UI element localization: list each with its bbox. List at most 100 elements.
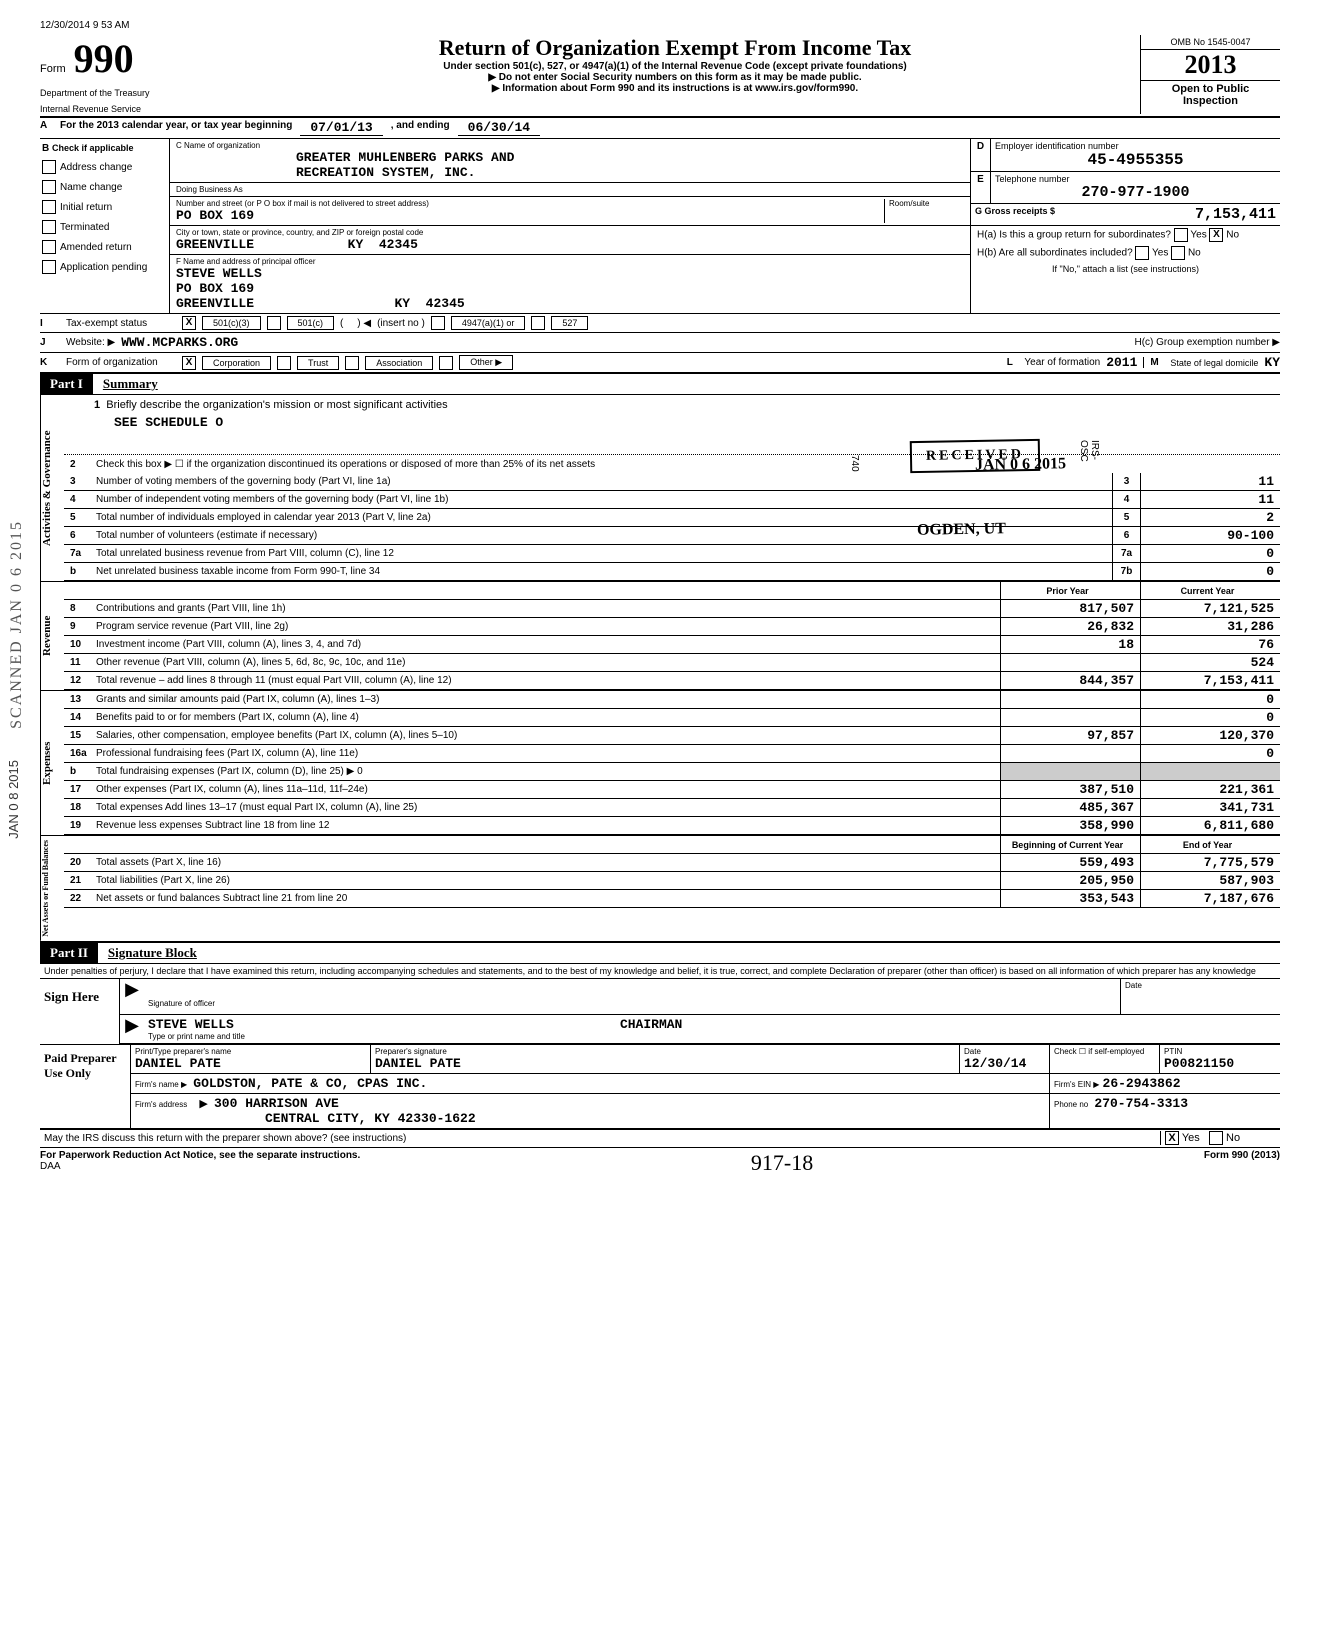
h-note: If "No," attach a list (see instructions… <box>971 262 1280 276</box>
addr-label: Number and street (or P O box if mail is… <box>176 199 884 208</box>
line-1-value: SEE SCHEDULE O <box>114 415 1250 430</box>
firm-name: GOLDSTON, PATE & CO, CPAS INC. <box>193 1076 427 1091</box>
opt-assoc: Association <box>365 356 433 370</box>
chk-application-pending[interactable]: Application pending <box>42 260 167 274</box>
table-row: 14Benefits paid to or for members (Part … <box>64 709 1280 727</box>
tax-year: 2013 <box>1141 50 1280 80</box>
prior-value <box>1000 763 1140 780</box>
chk-501c3[interactable]: X <box>182 316 196 330</box>
line-text: Professional fundraising fees (Part IX, … <box>92 747 1000 760</box>
chk-label: Amended return <box>60 242 132 253</box>
prior-value <box>1000 745 1140 762</box>
table-row: 10Investment income (Part VIII, column (… <box>64 636 1280 654</box>
may-yes-checked[interactable]: X <box>1165 1131 1179 1145</box>
line-7b-value: 0 <box>1140 563 1280 580</box>
officer-zip: 42345 <box>426 296 465 311</box>
part-1-header: Part I Summary <box>40 372 1280 395</box>
year-form-label: Year of formation <box>1024 357 1100 368</box>
chk-label: Application pending <box>60 262 147 273</box>
prep-name: DANIEL PATE <box>135 1056 366 1071</box>
prior-value <box>1000 709 1140 726</box>
table-row: 22Net assets or fund balances Subtract l… <box>64 890 1280 908</box>
may-yes: Yes <box>1182 1132 1200 1144</box>
h-b-text: H(b) Are all subordinates included? <box>977 248 1133 259</box>
date-stamp-left: JAN 0 8 2015 <box>6 760 21 839</box>
line-text: Investment income (Part VIII, column (A)… <box>92 638 1000 651</box>
chk-amended[interactable]: Amended return <box>42 240 167 254</box>
handwritten-note: 917-18 <box>751 1150 813 1176</box>
row-k: K Form of organization X Corporation Tru… <box>40 353 1280 372</box>
current-value: 7,153,411 <box>1140 672 1280 689</box>
table-row: 19Revenue less expenses Subtract line 18… <box>64 817 1280 835</box>
chk-address-change[interactable]: Address change <box>42 160 167 174</box>
chk-label: Terminated <box>60 222 109 233</box>
line-7a-value: 0 <box>1140 545 1280 562</box>
prior-value: 353,543 <box>1000 890 1140 907</box>
h-a-no-checked[interactable]: X <box>1209 228 1223 242</box>
dept-irs: Internal Revenue Service <box>40 104 210 114</box>
line-5-value: 2 <box>1140 509 1280 526</box>
table-row: 11Other revenue (Part VIII, column (A), … <box>64 654 1280 672</box>
firm-ein: 26-2943862 <box>1103 1076 1181 1091</box>
table-row: 15Salaries, other compensation, employee… <box>64 727 1280 745</box>
opt-trust: Trust <box>297 356 339 370</box>
prior-value: 205,950 <box>1000 872 1140 889</box>
exp-section: Expenses 13Grants and similar amounts pa… <box>40 690 1280 835</box>
chk-terminated[interactable]: Terminated <box>42 220 167 234</box>
sig-title: CHAIRMAN <box>620 1017 682 1032</box>
rev-section: Revenue Prior YearCurrent Year 8Contribu… <box>40 581 1280 690</box>
sig-name: STEVE WELLS <box>148 1017 234 1032</box>
line-1-text: Briefly describe the organization's miss… <box>106 399 447 411</box>
prior-value: 97,857 <box>1000 727 1140 744</box>
current-value: 76 <box>1140 636 1280 653</box>
h-a-text: H(a) Is this a group return for subordin… <box>977 230 1171 241</box>
firm-name-label: Firm's name ▶ <box>135 1080 187 1089</box>
col-c: C Name of organization GREATER MUHLENBER… <box>170 139 970 313</box>
open-public-1: Open to Public <box>1143 83 1278 95</box>
org-name-2: RECREATION SYSTEM, INC. <box>176 165 964 180</box>
table-row: 18Total expenses Add lines 13–17 (must e… <box>64 799 1280 817</box>
chk-label: Name change <box>60 182 122 193</box>
col-b: B Check if applicable Address change Nam… <box>40 139 170 313</box>
paperwork-notice: For Paperwork Reduction Act Notice, see … <box>40 1150 360 1161</box>
current-value <box>1140 763 1280 780</box>
rev-side-label: Revenue <box>40 582 64 690</box>
ogden-stamp: OGDEN, UT <box>903 514 1020 546</box>
sign-here-label: Sign Here <box>40 979 120 1044</box>
current-value: 0 <box>1140 709 1280 726</box>
table-row: 9Program service revenue (Part VIII, lin… <box>64 618 1280 636</box>
opt-corp: Corporation <box>202 356 271 370</box>
org-zip: 42345 <box>379 237 418 252</box>
net-section: Net Assets or Fund Balances Beginning of… <box>40 835 1280 941</box>
form-title: Return of Organization Exempt From Incom… <box>210 35 1140 61</box>
prior-value: 26,832 <box>1000 618 1140 635</box>
info-link: ▶ Information about Form 990 and its ins… <box>210 83 1140 94</box>
line-text: Total assets (Part X, line 16) <box>92 856 1000 869</box>
firm-addr-1: 300 HARRISON AVE <box>214 1096 339 1111</box>
prep-left-label: Paid Preparer Use Only <box>40 1045 130 1128</box>
chk-initial-return[interactable]: Initial return <box>42 200 167 214</box>
firm-phone: 270-754-3313 <box>1094 1096 1188 1111</box>
may-no: No <box>1226 1132 1240 1144</box>
part-2-title: Signature Block <box>98 943 207 963</box>
prep-date: 12/30/14 <box>964 1056 1045 1071</box>
dept-treasury: Department of the Treasury <box>40 88 210 98</box>
opt-insert: (insert no ) <box>377 318 425 329</box>
line-3-text: Number of voting members of the governin… <box>92 475 1112 488</box>
hdr-beginning: Beginning of Current Year <box>1000 836 1140 853</box>
opt-527: 527 <box>551 316 588 330</box>
current-value: 341,731 <box>1140 799 1280 816</box>
row-a-text: For the 2013 calendar year, or tax year … <box>60 120 292 136</box>
row-j: J Website: ▶ WWW.MCPARKS.ORG H(c) Group … <box>40 333 1280 353</box>
line-7b-text: Net unrelated business taxable income fr… <box>92 565 1112 578</box>
hdr-current-year: Current Year <box>1140 582 1280 599</box>
prep-self-emp: Check ☐ if self-employed <box>1050 1045 1160 1073</box>
prep-name-label: Print/Type preparer's name <box>135 1047 366 1056</box>
table-row: 8Contributions and grants (Part VIII, li… <box>64 600 1280 618</box>
table-row: 13Grants and similar amounts paid (Part … <box>64 691 1280 709</box>
line-3-value: 11 <box>1140 473 1280 490</box>
chk-name-change[interactable]: Name change <box>42 180 167 194</box>
chk-corp[interactable]: X <box>182 356 196 370</box>
table-row: 20Total assets (Part X, line 16)559,4937… <box>64 854 1280 872</box>
may-discuss-row: May the IRS discuss this return with the… <box>40 1130 1280 1148</box>
